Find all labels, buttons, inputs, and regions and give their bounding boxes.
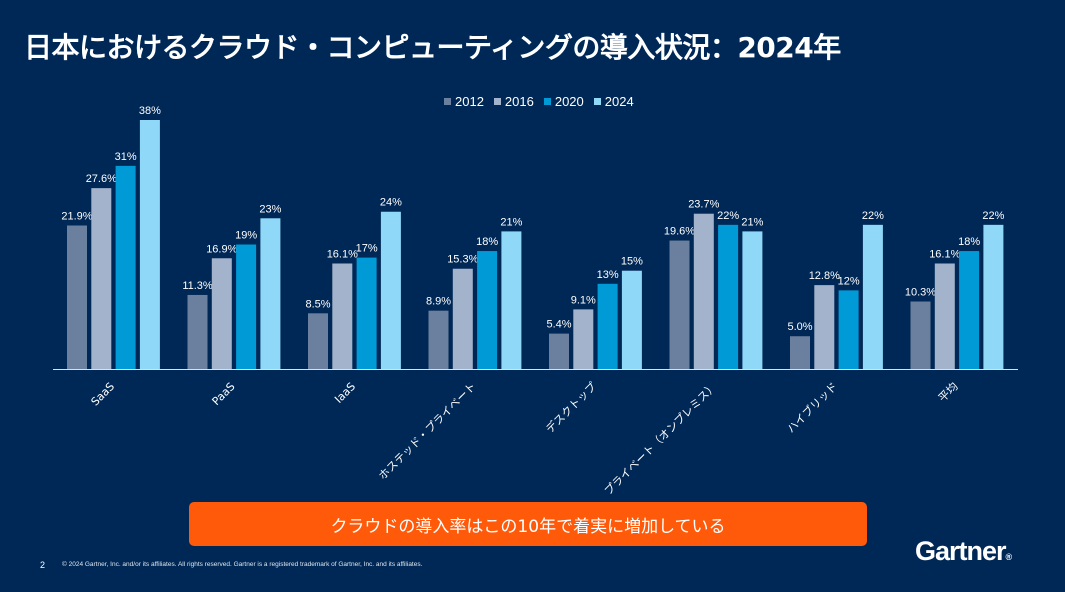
category-label-2: IaaS [332,380,358,406]
bar-2024-6 [862,224,883,369]
bar-2012-0 [67,225,87,369]
bar-2016-1 [211,258,232,369]
data-label-2016-6: 12.8% [809,270,840,282]
bar-2012-3 [428,310,449,369]
bar-2020-3 [477,251,498,369]
bar-2020-5 [718,224,739,369]
bar-2020-7 [959,251,980,369]
bar-2020-2 [356,257,377,369]
bar-2016-3 [452,268,473,369]
copyright-notice: © 2024 Gartner, Inc. and/or its affiliat… [62,561,423,568]
bar-2012-7 [910,301,931,369]
data-label-2012-6: 5.0% [787,321,812,333]
bar-2024-5 [742,231,763,369]
logo-text: Gartner [915,536,1007,566]
category-label-5: プライベート（オンプレミス） [602,380,720,498]
data-label-2020-6: 12% [838,275,860,287]
bar-2024-0 [139,120,160,369]
category-label-4: デスクトップ [543,379,600,436]
data-label-2024-7: 22% [982,210,1004,222]
legend-label-2024: 2024 [604,94,634,109]
bar-2012-4 [549,333,569,369]
legend-swatch-2016 [493,98,501,105]
bar-2016-6 [814,285,835,369]
legend-label-2012: 2012 [455,94,484,109]
bar-2012-5 [669,240,690,369]
legend-item-2012: 2012 [444,94,484,109]
bar-2016-2 [332,263,353,369]
key-takeaway-callout: クラウドの導入率はこの10年で着実に増加している [189,502,867,546]
data-label-2012-3: 8.9% [426,296,451,308]
data-label-2020-1: 19% [235,230,257,242]
legend-label-2016: 2016 [504,94,534,109]
data-label-2020-3: 18% [476,236,498,248]
bar-2012-6 [790,336,810,369]
bar-2020-6 [838,290,859,369]
category-label-7: 平均 [936,380,961,405]
bar-2012-1 [187,294,208,369]
data-label-2016-5: 23.7% [688,199,719,211]
data-label-2012-7: 10.3% [905,287,936,299]
bar-2012-2 [308,313,328,369]
data-label-2024-5: 21% [741,216,763,228]
bar-2016-0 [91,188,112,369]
data-label-2020-7: 18% [958,236,980,248]
data-label-2024-3: 21% [500,216,522,228]
bar-2020-1 [236,244,257,369]
data-label-2024-0: 38% [139,105,161,117]
data-label-2024-6: 22% [862,210,884,222]
data-label-2016-4: 9.1% [571,294,596,306]
data-label-2024-2: 24% [380,197,402,209]
legend-swatch-2012 [444,98,451,105]
chart-legend: 2012 2016 2020 2024 [444,94,634,109]
bar-2024-3 [501,231,522,369]
bar-2016-5 [693,213,714,369]
callout-text: クラウドの導入率はこの10年で着実に増加している [330,516,726,537]
registered-mark-icon: ® [1005,552,1013,562]
page-number: 2 [40,560,46,570]
legend-item-2016: 2016 [493,94,534,109]
slide-title: 日本におけるクラウド・コンピューティングの導入状況：2024年 [24,31,841,64]
bar-2020-4 [597,283,618,369]
data-label-2020-0: 31% [115,151,137,163]
data-label-2020-2: 17% [356,243,378,255]
bar-2024-1 [260,218,281,369]
legend-swatch-2020 [543,98,551,105]
legend-item-2020: 2020 [543,94,584,109]
data-label-2012-0: 21.9% [61,210,92,222]
data-label-2016-7: 16.1% [929,249,960,261]
data-label-2012-4: 5.4% [546,319,571,331]
data-label-2024-4: 15% [621,256,643,268]
data-label-2020-5: 22% [717,210,739,222]
data-label-2016-0: 27.6% [86,173,117,185]
gartner-logo: Gartner® [915,536,1013,567]
category-label-0: SaaS [89,380,118,409]
bar-2024-2 [380,211,401,369]
legend-item-2024: 2024 [593,94,634,109]
category-label-6: ハイブリッド [784,379,840,435]
data-label-2016-1: 16.9% [206,243,237,255]
data-label-2024-1: 23% [259,203,281,215]
data-label-2012-5: 19.6% [664,226,695,238]
data-label-2016-3: 15.3% [447,254,478,266]
bar-chart: 21.9% 27.6% 31% 38% SaaS 11.3% 16.9%19% 23% PaaS… [53,105,1018,498]
data-label-2012-2: 8.5% [305,298,330,310]
bar-2016-4 [573,309,594,369]
legend-swatch-2024 [593,98,601,105]
data-label-2012-1: 11.3% [182,280,213,292]
bar-2016-7 [934,263,955,369]
bar-2020-0 [115,165,136,369]
data-label-2020-4: 13% [597,269,619,281]
legend-label-2020: 2020 [554,94,584,109]
data-label-2016-2: 16.1% [327,249,358,261]
category-label-3: ホステッド・プライベート [376,380,479,483]
category-label-1: PaaS [210,380,238,408]
bar-2024-4 [621,270,642,369]
bar-2024-7 [983,224,1004,369]
